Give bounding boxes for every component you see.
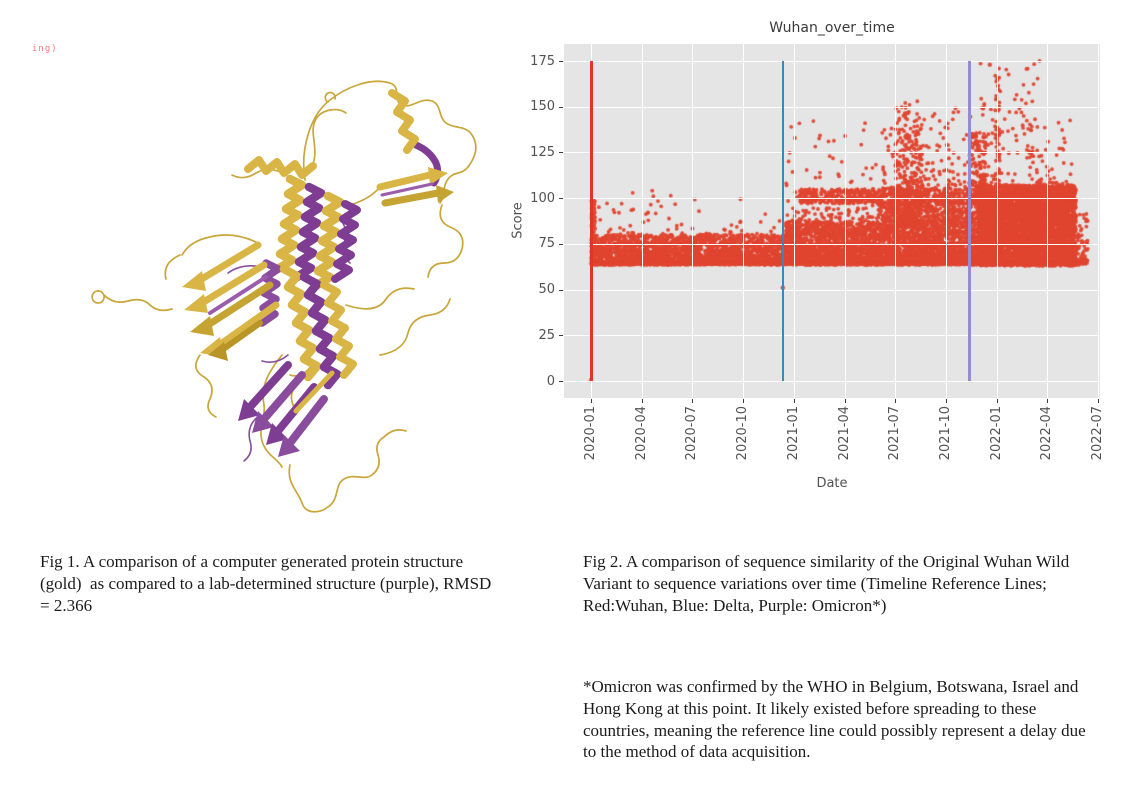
x-tick-mark	[591, 399, 592, 403]
x-tick-label: 2020-01	[583, 406, 598, 461]
x-tick-label: 2021-07	[887, 406, 903, 461]
y-tick-label: 175	[530, 53, 555, 69]
gridline-v	[793, 44, 795, 398]
y-tick-label: 150	[530, 99, 555, 115]
gridline-v	[641, 44, 643, 398]
x-tick-label: 2022-07	[1090, 406, 1105, 461]
y-tick-label: 50	[538, 282, 555, 298]
gridline-h	[564, 106, 1100, 108]
gridline-h	[564, 335, 1100, 337]
y-tick-mark	[559, 198, 563, 200]
x-tick-label: 2020-04	[633, 406, 649, 461]
x-tick-label: 2022-01	[988, 406, 1004, 461]
protein-beta-sheet-left	[182, 241, 280, 361]
gridline-h	[564, 61, 1100, 62]
x-tick-label: 2022-04	[1039, 406, 1055, 461]
y-tick-mark	[559, 243, 563, 245]
refline-delta	[781, 61, 785, 381]
x-axis-label: Date	[816, 476, 848, 491]
y-tick-mark	[559, 61, 563, 62]
x-tick-mark	[793, 399, 795, 403]
x-tick-mark	[996, 399, 998, 403]
x-tick-mark	[895, 399, 897, 403]
protein-beta-sheet-right	[376, 167, 454, 207]
y-tick-label: 0	[546, 373, 555, 389]
console-artifact-text: ing)	[32, 44, 58, 54]
y-tick-mark	[559, 381, 563, 382]
x-tick-mark	[844, 399, 846, 403]
gridline-h	[564, 152, 1100, 154]
gridline-v	[1098, 44, 1099, 398]
chart-figure: Wuhan_over_time Score Date 0 25 50 75 100 125…	[505, 15, 1125, 507]
x-tick-mark	[641, 399, 643, 403]
y-tick-mark	[559, 289, 563, 291]
y-tick-mark	[559, 106, 563, 108]
fig2-caption: Fig 2. A comparison of sequence similari…	[583, 552, 1074, 615]
x-tick-label: 2021-04	[836, 406, 852, 461]
x-tick-mark	[1098, 399, 1099, 403]
protein-beta-sheet-bottom	[238, 361, 335, 457]
y-tick-label: 100	[530, 190, 555, 206]
y-tick-label: 75	[538, 236, 555, 252]
x-tick-label: 2021-01	[785, 406, 801, 461]
fig1-caption: Fig 1. A comparison of a computer genera…	[40, 552, 496, 615]
x-tick-label: 2020-07	[684, 406, 700, 461]
refline-wuhan	[589, 61, 593, 381]
gridline-v	[844, 44, 846, 398]
gridline-v	[895, 44, 897, 398]
plot-panel	[564, 44, 1100, 398]
fig2-footnote: *Omicron was confirmed by the WHO in Bel…	[583, 677, 1090, 762]
gridline-v	[996, 44, 998, 398]
protein-helix-bundle	[244, 89, 419, 390]
scatter-canvas	[564, 44, 1100, 398]
gridline-v	[743, 44, 745, 398]
y-tick-mark	[559, 335, 563, 337]
x-tick-mark	[1047, 399, 1049, 403]
x-tick-mark	[743, 399, 745, 403]
chart-title: Wuhan_over_time	[769, 20, 895, 36]
refline-omicron	[968, 61, 971, 381]
gridline-h	[564, 289, 1100, 291]
gridline-h	[564, 243, 1100, 245]
protein-structure-figure	[91, 80, 477, 513]
gridline-v	[1047, 44, 1049, 398]
gridline-v	[945, 44, 947, 398]
y-tick-mark	[559, 152, 563, 154]
x-tick-mark	[945, 399, 947, 403]
x-tick-label: 2021-10	[937, 406, 953, 461]
gridline-h	[564, 198, 1100, 200]
gridline-v	[692, 44, 694, 398]
y-tick-label: 25	[538, 327, 555, 343]
x-tick-label: 2020-10	[735, 406, 751, 461]
x-tick-mark	[692, 399, 694, 403]
gridline-h	[564, 381, 1100, 382]
y-tick-label: 125	[530, 144, 555, 160]
